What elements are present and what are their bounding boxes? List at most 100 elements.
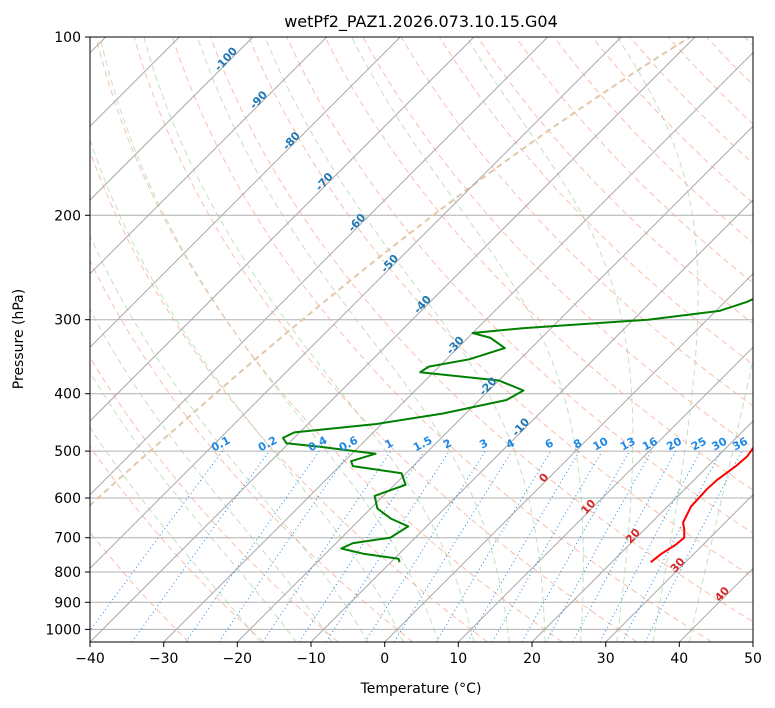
mixing-ratio-line: [393, 450, 513, 642]
y-axis-ticks: 100 200 300 400 500 600 700 800 900 1000: [45, 30, 90, 638]
moist-adiabat: [90, 37, 691, 507]
dry-adiabat: [90, 259, 414, 642]
moist-adiabat: [90, 308, 333, 642]
isotherm-label: -60: [345, 211, 368, 235]
dry-adiabat: [324, 37, 753, 491]
x-tick-label: 40: [670, 651, 688, 667]
dry-adiabat: [668, 37, 753, 125]
mixing-ratio-line: [185, 450, 320, 642]
x-tick-label: −30: [149, 651, 179, 667]
dry-adiabat: [629, 37, 753, 165]
mixing-ratio-line: [131, 450, 270, 642]
mixing-ratio-line: [298, 450, 425, 642]
y-tick-label: 700: [54, 531, 81, 547]
isotherm: [90, 37, 401, 349]
dry-adiabat: [90, 445, 264, 642]
y-tick-label: 600: [54, 491, 81, 507]
isotherm: [605, 493, 753, 642]
data-series: [282, 298, 753, 563]
isotherm-label: -70: [313, 170, 336, 194]
moist-adiabat: [90, 138, 404, 642]
isotherm-label: -30: [444, 333, 467, 357]
mixing-ratio-label: 2: [441, 436, 454, 451]
moist-adiabat: [351, 37, 584, 642]
isotherm: [90, 37, 696, 642]
isotherm-label: -90: [247, 88, 270, 112]
dry-adiabat: [90, 150, 488, 642]
dry-adiabat: [171, 37, 712, 642]
mixing-ratio-line: [218, 450, 351, 642]
moist-adiabat: [264, 37, 546, 642]
mixing-ratio-line: [572, 450, 677, 642]
pressure-gridlines: [90, 37, 753, 630]
moist-adiabat: [143, 37, 475, 642]
isotherm-label: -100: [212, 44, 240, 73]
line-labels: 0.1 0.2 0.4 0.6 1 1.5 2 3 4 6 8 10 13 16 20 25 30 36-100-…: [209, 44, 750, 604]
x-tick-label: 50: [744, 651, 762, 667]
dry-adiabat: [133, 37, 638, 642]
moist-adiabats: [90, 37, 753, 642]
isotherm: [90, 37, 549, 496]
mixing-ratio-lines: [90, 450, 743, 642]
moist-adiabat: [688, 357, 753, 642]
y-tick-label: 800: [54, 565, 81, 581]
dry-adiabat: [400, 37, 753, 407]
mixing-ratio-label: 4: [504, 436, 517, 451]
dry-adiabat: [90, 356, 339, 642]
isotherm-label: 20: [623, 526, 643, 546]
mixing-ratio-label: 13: [618, 435, 638, 454]
isotherm: [531, 420, 753, 642]
dry-adiabat: [477, 37, 753, 325]
dry-adiabat: [591, 37, 753, 204]
mixing-ratio-label: 36: [730, 435, 750, 454]
y-tick-label: 500: [54, 444, 81, 460]
y-tick-label: 1000: [45, 622, 81, 638]
mixing-ratio-label: 16: [640, 435, 660, 454]
x-tick-label: −40: [75, 651, 105, 667]
mixing-ratio-line: [545, 450, 653, 642]
mixing-ratio-label: 3: [477, 436, 490, 451]
dry-adiabat: [248, 37, 753, 578]
isotherm-label: 40: [712, 584, 732, 604]
y-tick-label: 300: [54, 313, 81, 329]
mixing-ratio-line: [521, 450, 630, 642]
dry-adiabat: [744, 37, 753, 47]
isotherm: [90, 37, 622, 570]
dry-adiabats: [90, 37, 753, 642]
x-tick-label: 30: [597, 651, 615, 667]
x-tick-label: 0: [380, 651, 389, 667]
mixing-ratio-line: [491, 450, 603, 642]
isotherm-label: -10: [509, 415, 532, 439]
x-tick-label: −20: [223, 651, 253, 667]
dry-adiabat: [95, 37, 563, 642]
plot-frame: [89, 36, 754, 643]
dry-adiabat: [438, 37, 753, 365]
x-axis-label: Temperature (°C): [360, 681, 482, 697]
moist-adiabat: [197, 37, 510, 642]
dry-adiabat: [90, 531, 190, 642]
mixing-ratio-line: [599, 450, 701, 642]
temperature-profile-line: [650, 446, 753, 563]
plot-area: 0.1 0.2 0.4 0.6 1 1.5 2 3 4 6 8 10 13 16 20 25 30 36-100-…: [90, 37, 753, 642]
mixing-ratio-line: [435, 450, 552, 642]
dry-adiabat: [210, 37, 753, 623]
mixing-ratio-line: [90, 450, 223, 632]
isotherm-label: -80: [280, 129, 303, 153]
y-tick-label: 900: [54, 595, 81, 611]
y-axis-label: Pressure (hPa): [11, 289, 27, 389]
isotherm: [310, 199, 753, 642]
y-tick-label: 200: [54, 208, 81, 224]
mixing-ratio-line: [262, 450, 392, 642]
moist-adiabat: [90, 426, 261, 642]
isotherm: [90, 37, 254, 201]
isotherm-label: -40: [411, 293, 434, 317]
isotherm: [457, 346, 753, 642]
moist-adiabat: [90, 234, 369, 642]
x-tick-label: 20: [523, 651, 541, 667]
mixing-ratio-label: 10: [591, 435, 611, 454]
isotherm: [90, 37, 328, 275]
moist-adiabat: [616, 37, 699, 642]
x-axis-ticks: −40 −30 −20 −10 0 10 20 30 40 50: [75, 642, 762, 667]
y-tick-label: 400: [54, 387, 81, 403]
mixing-ratio-label: 25: [689, 435, 709, 454]
